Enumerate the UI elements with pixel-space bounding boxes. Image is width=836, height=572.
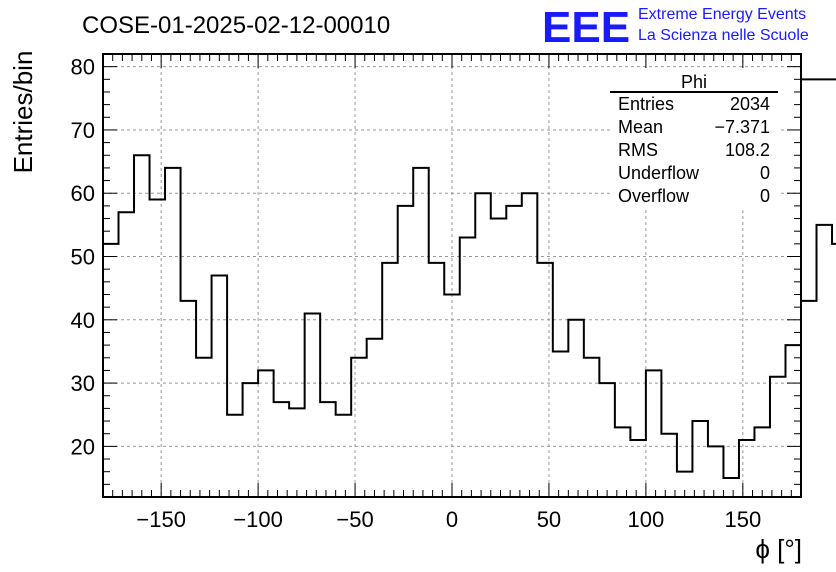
histogram-bin — [429, 263, 445, 497]
stats-box-name: Phi — [681, 72, 707, 92]
histogram-bin — [661, 434, 677, 497]
y-tick-label: 70 — [71, 118, 95, 143]
histogram-bin — [320, 402, 336, 497]
histogram-bin — [599, 383, 615, 497]
axes: −150 −100 −50 0 50 100 150 20 30 40 50 60 70 80 — [71, 53, 802, 532]
histogram-bin — [475, 193, 491, 497]
histogram-bin — [568, 320, 584, 497]
y-tick-label: 50 — [71, 245, 95, 270]
x-tick-label: 50 — [537, 507, 561, 532]
histogram-bin — [289, 408, 305, 497]
histogram-bin — [336, 415, 352, 497]
histogram-series — [103, 78, 836, 498]
stats-row-value: −7.371 — [714, 117, 770, 137]
histogram-bin — [754, 427, 770, 497]
stats-row-label: Overflow — [618, 186, 690, 206]
histogram-bin — [537, 263, 553, 497]
stats-row-label: Entries — [618, 94, 674, 114]
histogram-bin — [305, 313, 321, 497]
histogram-bin — [413, 168, 429, 497]
x-tick-label: 0 — [446, 507, 458, 532]
x-tick-label: 100 — [628, 507, 665, 532]
logo-mark: EEE — [542, 3, 630, 52]
y-axis-title: Entries/bin — [8, 51, 38, 174]
x-tick-label: −150 — [136, 507, 186, 532]
logo-line-2: La Scienza nelle Scuole — [638, 27, 809, 44]
histogram-bin — [832, 244, 836, 497]
histogram-bin — [615, 427, 631, 497]
histogram-bin — [770, 377, 786, 497]
logo-line-1: Extreme Energy Events — [638, 6, 806, 23]
y-tick-label: 60 — [71, 181, 95, 206]
histogram-bin — [181, 301, 197, 497]
histogram-bin — [708, 446, 724, 497]
histogram-bin — [243, 383, 259, 497]
stats-row-label: Underflow — [618, 163, 700, 183]
histogram-outline — [103, 78, 836, 480]
histogram-bin — [801, 301, 817, 497]
x-axis-title: ϕ [°] — [755, 534, 802, 564]
stats-row-value: 0 — [760, 163, 770, 183]
histogram-bin — [227, 415, 243, 497]
histogram-bin — [196, 358, 212, 497]
histogram-bin — [506, 206, 522, 497]
histogram-bin — [723, 478, 739, 497]
y-tick-label: 80 — [71, 55, 95, 80]
histogram-bin — [646, 370, 662, 497]
x-tick-label: −100 — [233, 507, 283, 532]
histogram-bin — [134, 155, 150, 497]
histogram-bin — [367, 339, 383, 497]
histogram-bin — [444, 294, 460, 497]
histogram-bin — [351, 358, 367, 497]
histogram-bin — [630, 440, 646, 497]
stats-box: Phi Entries 2034 Mean −7.371 RMS 108.2 Underfl… — [610, 68, 778, 208]
histogram-bin — [584, 358, 600, 497]
histogram-bin — [398, 206, 414, 497]
histogram-bin — [119, 212, 135, 497]
histogram-bin — [212, 276, 228, 498]
y-tick-label: 40 — [71, 308, 95, 333]
stats-row-label: Mean — [618, 117, 663, 137]
y-tick-label: 30 — [71, 371, 95, 396]
y-tick-label: 20 — [71, 434, 95, 459]
histogram-bin — [522, 193, 538, 497]
stats-row-label: RMS — [618, 140, 658, 160]
histogram-bin — [692, 421, 708, 497]
x-tick-label: 150 — [724, 507, 761, 532]
histogram-bin — [553, 351, 569, 497]
histogram-bin — [817, 225, 833, 497]
histogram-bin — [258, 370, 274, 497]
histogram-bin — [274, 402, 290, 497]
histogram-bin — [460, 238, 476, 497]
histogram-bin — [739, 440, 755, 497]
stats-row-value: 0 — [760, 186, 770, 206]
x-tick-label: −50 — [336, 507, 373, 532]
stats-row-value: 2034 — [730, 94, 770, 114]
histogram-bin — [150, 200, 166, 497]
eee-logo: EEE Extreme Energy Events La Scienza nel… — [542, 3, 809, 52]
chart-title: COSE-01-2025-02-12-00010 — [82, 12, 390, 39]
histogram-bin — [491, 219, 507, 497]
histogram-bin — [165, 168, 181, 497]
stats-row-value: 108.2 — [725, 140, 770, 160]
histogram-bin — [382, 263, 398, 497]
